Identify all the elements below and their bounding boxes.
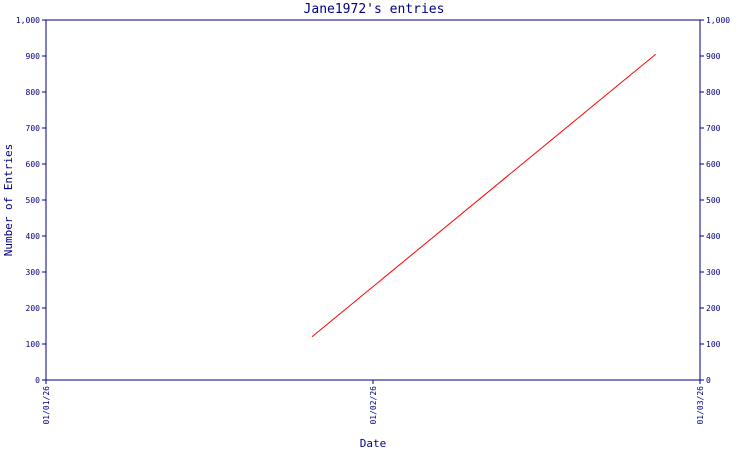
x-axis-title: Date bbox=[360, 437, 387, 450]
y-tick-label-left: 600 bbox=[26, 160, 41, 169]
y-axis-right: 0 100 200 300 400 500 600 700 800 900 1,000 bbox=[700, 16, 730, 385]
y-tick-label-right: 200 bbox=[706, 304, 721, 313]
y-tick-label-left: 400 bbox=[26, 232, 41, 241]
y-tick-label-right: 1,000 bbox=[706, 16, 730, 25]
series-layer bbox=[311, 53, 657, 338]
x-tick-label: 01/03/26 bbox=[696, 386, 705, 425]
y-tick-label-left: 300 bbox=[26, 268, 41, 277]
y-tick-label-left: 900 bbox=[26, 52, 41, 61]
x-tick-label: 01/01/26 bbox=[42, 386, 51, 425]
y-tick-label-right: 700 bbox=[706, 124, 721, 133]
y-tick-label-left: 500 bbox=[26, 196, 41, 205]
y-tick-label-left: 800 bbox=[26, 88, 41, 97]
y-tick-label-left: 1,000 bbox=[16, 16, 40, 25]
y-tick-label-right: 400 bbox=[706, 232, 721, 241]
y-tick-label-left: 0 bbox=[35, 376, 40, 385]
x-tick-label: 01/02/26 bbox=[369, 386, 378, 425]
y-tick-label-right: 600 bbox=[706, 160, 721, 169]
y-axis-title: Number of Entries bbox=[2, 144, 15, 257]
y-tick-label-right: 800 bbox=[706, 88, 721, 97]
y-tick-label-right: 500 bbox=[706, 196, 721, 205]
y-tick-label-left: 100 bbox=[26, 340, 41, 349]
chart-title: Jane1972's entries bbox=[304, 2, 445, 17]
y-tick-label-left: 200 bbox=[26, 304, 41, 313]
y-tick-label-right: 100 bbox=[706, 340, 721, 349]
y-tick-label-right: 0 bbox=[706, 376, 711, 385]
y-tick-label-right: 900 bbox=[706, 52, 721, 61]
plot-area-frame bbox=[45, 19, 701, 381]
series-line bbox=[311, 53, 657, 338]
y-tick-label-right: 300 bbox=[706, 268, 721, 277]
x-axis: 01/01/26 01/02/26 01/03/26 bbox=[42, 380, 705, 425]
y-tick-label-left: 700 bbox=[26, 124, 41, 133]
y-axis-left: 0 100 200 300 400 500 600 700 800 900 1,000 bbox=[16, 16, 46, 385]
